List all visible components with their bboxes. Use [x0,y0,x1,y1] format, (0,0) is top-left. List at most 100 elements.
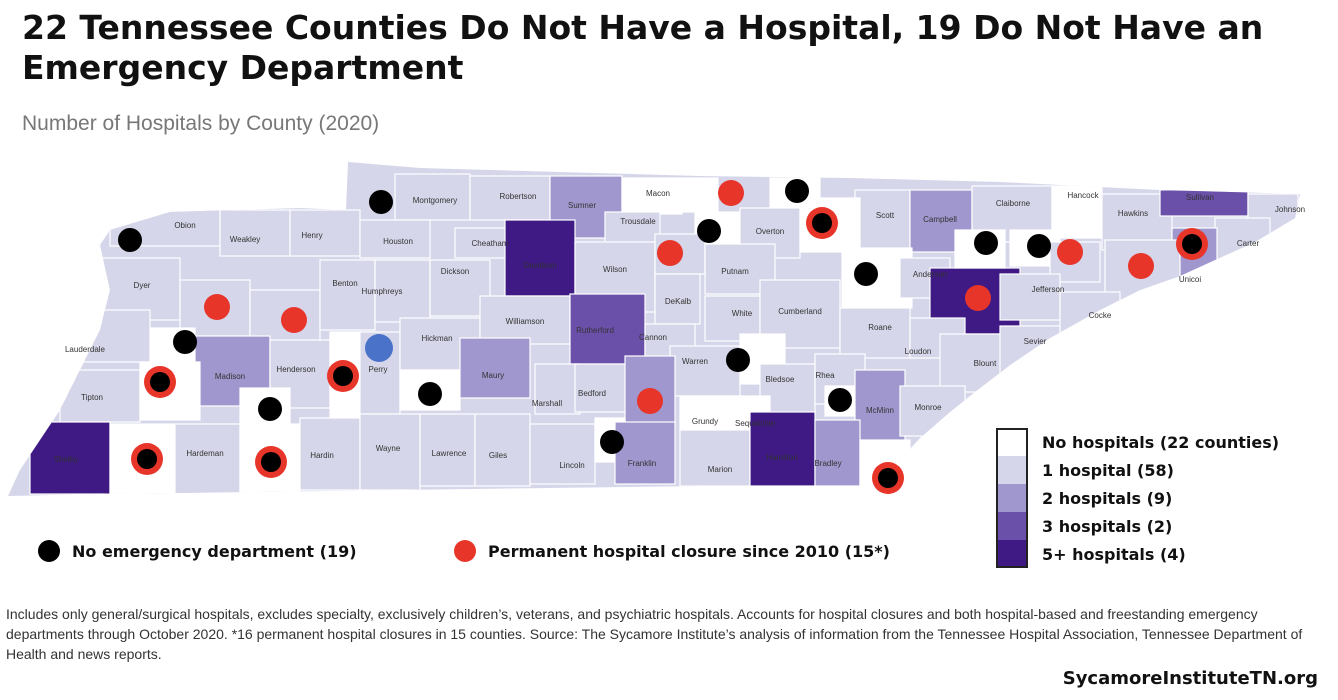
closure-marker [718,180,744,206]
county-label: Marshall [532,399,562,408]
county-label: Hawkins [1118,209,1148,218]
county-label: Benton [332,279,357,288]
county-marshall [534,363,581,415]
legend-label-none: No hospitals (22 counties) [1042,432,1280,452]
county-label: Madison [215,372,245,381]
county-sullivan [1159,189,1249,217]
county-hancock [1051,185,1103,239]
closure-marker [1057,239,1083,265]
no-ed-marker [1182,234,1202,254]
county-label: Claiborne [996,199,1031,208]
no-ed-marker [418,382,442,406]
no-ed-marker [854,262,878,286]
closure-legend: Permanent hospital closure since 2010 (1… [454,540,890,562]
closure-marker [281,307,307,333]
county-label: Perry [368,365,387,374]
county-label: Cocke [1089,311,1112,320]
closure-marker [204,294,230,320]
county-jefferson [999,273,1061,321]
county-hardeman [174,423,241,495]
hospital-count-legend: No hospitals (22 counties) 1 hospital (5… [996,428,1316,568]
county-giles [474,413,531,487]
county-humphreys [374,259,431,323]
county-davidson [504,219,576,297]
county-label: Hancock [1067,191,1099,200]
county-label: Trousdale [620,217,656,226]
no-ed-marker [1027,234,1051,258]
county-montgomery [394,173,471,221]
county-marion [679,429,751,487]
county-robertson [469,175,551,221]
county-grundy [679,395,731,433]
county-label: Maury [482,371,504,380]
county-maury [459,337,531,399]
no-ed-marker [726,348,750,372]
map-subtitle: Number of Hospitals by County (2020) [22,112,380,135]
county-label: McMinn [866,406,894,415]
county-label: Cannon [639,333,667,342]
legend-item-five-plus: 5+ hospitals (4) [996,540,1316,568]
closure-legend-label: Permanent hospital closure since 2010 (1… [488,541,890,561]
county-label: Cumberland [778,307,822,316]
legend-item-one: 1 hospital (58) [996,456,1316,484]
county-label: Warren [682,357,708,366]
legend-label-one: 1 hospital (58) [1042,460,1174,480]
closure-marker [657,240,683,266]
legend-item-none: No hospitals (22 counties) [996,428,1316,456]
county-label: White [732,309,753,318]
legend-swatch-three [996,512,1028,540]
county-label: Overton [756,227,784,236]
county-hardin [299,417,361,491]
county-houston [359,219,431,259]
county-bradley [814,419,861,487]
legend-item-three: 3 hospitals (2) [996,512,1316,540]
county-cheatham [454,227,511,259]
blue-marker [365,334,393,362]
tennessee-county-map: Montgomery Robertson Sumner Macon Scott Campb… [8,162,1305,496]
county-label: Grundy [692,417,718,426]
no-ed-marker [878,468,898,488]
no-ed-marker [173,330,197,354]
county-roane [839,307,911,359]
county-clay [681,177,719,213]
county-label: Robertson [500,192,537,201]
county-label: Houston [383,237,413,246]
county-label: Humphreys [362,287,403,296]
county-label: Franklin [628,459,656,468]
county-label: Sullivan [1186,193,1214,202]
county-weakley [219,209,291,257]
county-label: Hardeman [186,449,223,458]
closure-dot-icon [454,540,476,562]
county-label: Lincoln [559,461,584,470]
county-label: Davidson [523,261,556,270]
county-label: Lauderdale [65,345,106,354]
county-macon [621,177,683,215]
no-ed-marker [150,372,170,392]
county-label: Putnam [721,267,749,276]
no-ed-marker [600,430,624,454]
county-label: Cheatham [472,239,509,248]
county-label: Tipton [81,393,103,402]
no-ed-marker [697,219,721,243]
county-label: Jefferson [1032,285,1065,294]
county-wayne [359,413,421,491]
county-label: Bradley [814,459,841,468]
county-label: Carter [1237,239,1260,248]
closure-marker [1128,253,1154,279]
county-franklin [614,421,676,485]
county-label: Sumner [568,201,596,210]
county-lawrence [419,413,476,487]
county-label: Dyer [134,281,151,290]
county-henry [289,209,361,257]
source-brand: SycamoreInstituteTN.org [1062,668,1318,689]
legend-swatch-one [996,456,1028,484]
no-ed-marker [828,388,852,412]
no-ed-marker [974,231,998,255]
county-label: Giles [489,451,507,460]
county-label: Sevier [1024,337,1047,346]
county-label: Loudon [905,347,932,356]
county-label: Weakley [230,235,261,244]
county-lincoln [529,423,596,485]
legend-swatch-none [996,428,1028,456]
footnote: Includes only general/surgical hospitals… [6,606,1303,662]
